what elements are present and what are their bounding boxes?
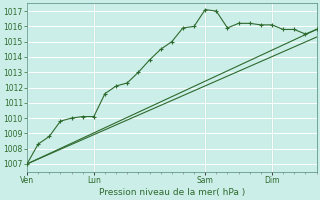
X-axis label: Pression niveau de la mer( hPa ): Pression niveau de la mer( hPa ) (99, 188, 245, 197)
